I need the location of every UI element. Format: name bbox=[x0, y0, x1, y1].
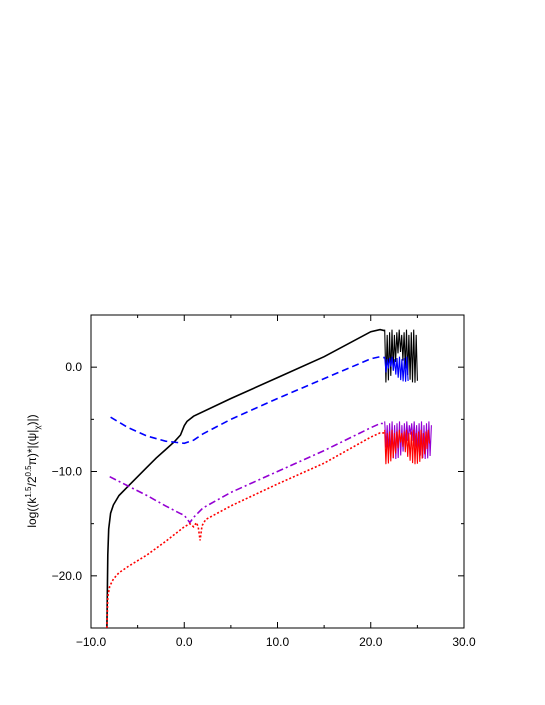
x-tick-label: 10.0 bbox=[266, 635, 290, 649]
x-tick-label: −10.0 bbox=[76, 635, 107, 649]
y-axis-label-part: π)*|(ψ| bbox=[25, 430, 39, 466]
series-line-3 bbox=[109, 422, 385, 524]
series-line-4 bbox=[106, 432, 385, 629]
series-oscillation-2 bbox=[384, 356, 409, 382]
series-line-2 bbox=[110, 355, 385, 445]
x-tick-label: 30.0 bbox=[452, 635, 476, 649]
axis-ticks bbox=[90, 314, 465, 629]
x-tick-label: 20.0 bbox=[359, 635, 383, 649]
y-axis-label: log((k1.5/20.5π)*|(ψ|χ)|) bbox=[24, 414, 42, 527]
series-line-1 bbox=[106, 328, 385, 629]
y-axis-label-part: )|) bbox=[25, 414, 39, 425]
y-tick-label: −10.0 bbox=[52, 465, 83, 479]
x-tick-label: 0.0 bbox=[176, 635, 193, 649]
y-axis-label-sup: 0.5 bbox=[24, 465, 33, 477]
series-oscillation-1 bbox=[384, 329, 418, 383]
series-oscillation-4 bbox=[384, 429, 431, 465]
series-group bbox=[106, 328, 432, 629]
y-axis-label-sub: χ bbox=[33, 425, 42, 430]
axis-tick-labels: −10.0 0.0 10.0 20.0 30.0 0.0 −10.0 −20.0 bbox=[52, 360, 476, 649]
y-tick-label: −20.0 bbox=[52, 569, 83, 583]
y-axis-label-sup: 1.5 bbox=[24, 486, 33, 498]
y-axis-label-part: log((k bbox=[25, 497, 39, 528]
y-axis-label-part: /2 bbox=[25, 476, 39, 486]
y-tick-label: 0.0 bbox=[65, 360, 82, 374]
